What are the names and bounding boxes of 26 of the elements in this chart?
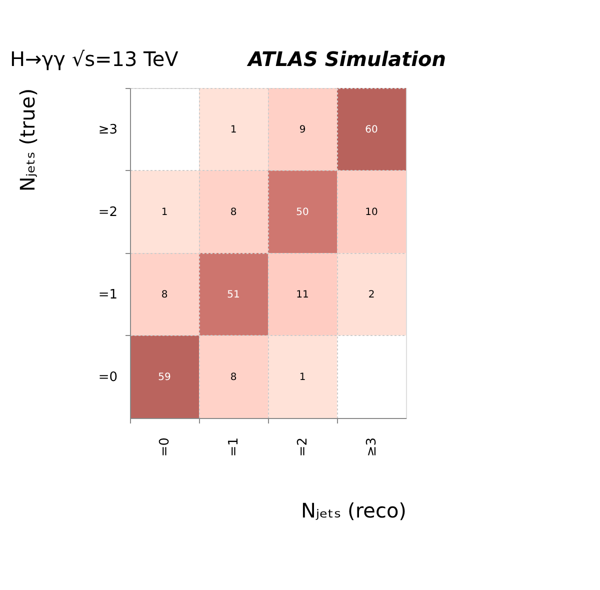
data-label: 8 [230,372,237,383]
y-tick-label: =2 [98,204,118,220]
data-label: 1 [161,206,168,218]
data-label: 8 [230,206,237,218]
x-tick-label: =2 [296,438,310,457]
data-label: 60 [365,124,378,136]
x-tick-label: =1 [226,438,242,457]
x-tick-label: =0 [158,438,172,457]
data-label: 50 [296,206,309,218]
data-label: 51 [227,289,240,300]
y-tick-label: =0 [98,370,118,385]
data-label: 1 [230,124,237,136]
data-label: 1 [299,372,306,383]
text: H→γγ √s=13 TeV [10,47,179,71]
x-axis-title: Nⱼₑₜₛ (reco) [301,498,406,523]
data-label: 10 [365,206,378,218]
x-tick-label: ≥3 [364,438,380,457]
data-label: 8 [161,289,168,300]
data-label: 2 [368,289,375,300]
data-label: 9 [299,124,306,136]
y-axis-title: Nⱼₑₜₛ (true) [15,88,40,192]
text: ATLAS Simulation [246,47,446,71]
data-label: 59 [158,372,171,383]
y-tick-label: =1 [98,287,118,302]
y-tick-label: ≥3 [98,122,118,138]
data-label: 11 [296,289,309,300]
